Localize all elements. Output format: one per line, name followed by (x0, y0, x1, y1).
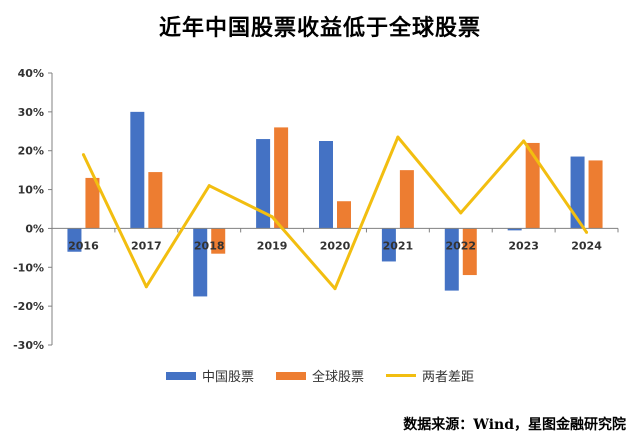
x-tick-label: 2019 (257, 239, 288, 252)
legend-label-global: 全球股票 (311, 370, 364, 385)
legend-item-global[interactable]: 全球股票 (275, 366, 364, 385)
y-tick-label: 20% (18, 145, 44, 158)
bar-china (319, 141, 333, 229)
bar-global (399, 170, 414, 229)
x-tick-label: 2023 (508, 239, 539, 252)
legend-label-diff: 两者差距 (422, 370, 475, 385)
bar-global (525, 142, 540, 229)
chart-legend: 中国股票 全球股票 两者差距 (0, 366, 640, 385)
bar-global (85, 177, 100, 229)
line-diff-point (270, 215, 274, 219)
bar-global (588, 160, 603, 229)
y-tick-label: 40% (18, 67, 44, 80)
bar-global (274, 127, 289, 229)
bar-china (570, 156, 585, 229)
y-tick-label: -30% (13, 339, 44, 352)
y-tick-label: 30% (18, 106, 44, 119)
bar-china (130, 111, 145, 229)
source-note: 数据来源：Wind，星图金融研究院 (403, 417, 626, 433)
line-diff-point (144, 285, 148, 289)
x-tick-label: 2017 (131, 239, 162, 252)
y-tick-label: 0% (25, 222, 44, 235)
legend-item-diff[interactable]: 两者差距 (386, 366, 474, 385)
bar-china (256, 139, 271, 229)
bar-global (148, 172, 163, 229)
y-tick-label: 10% (18, 184, 44, 197)
line-diff-point (396, 135, 400, 139)
y-tick-label: -10% (13, 261, 44, 274)
legend-label-china: 中国股票 (201, 370, 254, 385)
legend-swatch-diff (386, 374, 416, 377)
line-diff-point (459, 211, 463, 215)
bar-global (337, 201, 351, 229)
bar-china (67, 228, 82, 252)
bar-china (444, 228, 459, 291)
legend-swatch-global (275, 371, 306, 380)
bar-global (462, 228, 477, 276)
bar-china (381, 228, 396, 262)
bar-china (507, 228, 522, 231)
legend-swatch-china (165, 371, 196, 380)
bar-china (193, 228, 208, 297)
chart-title: 近年中国股票收益低于全球股票 (158, 15, 481, 41)
x-tick-label: 2018 (194, 239, 225, 252)
x-tick-label: 2016 (68, 239, 99, 252)
line-diff-point (585, 230, 589, 234)
legend-item-china[interactable]: 中国股票 (165, 366, 254, 385)
line-diff-point (522, 139, 526, 143)
x-tick-label: 2020 (320, 239, 351, 252)
line-diff-point (333, 287, 337, 291)
x-tick-label: 2022 (445, 239, 476, 252)
x-tick-label: 2021 (383, 239, 414, 252)
line-diff-point (81, 153, 85, 157)
bar-global (211, 228, 226, 254)
y-tick-label: -20% (13, 300, 44, 313)
x-tick-label: 2024 (571, 239, 602, 252)
line-diff-point (207, 184, 211, 188)
